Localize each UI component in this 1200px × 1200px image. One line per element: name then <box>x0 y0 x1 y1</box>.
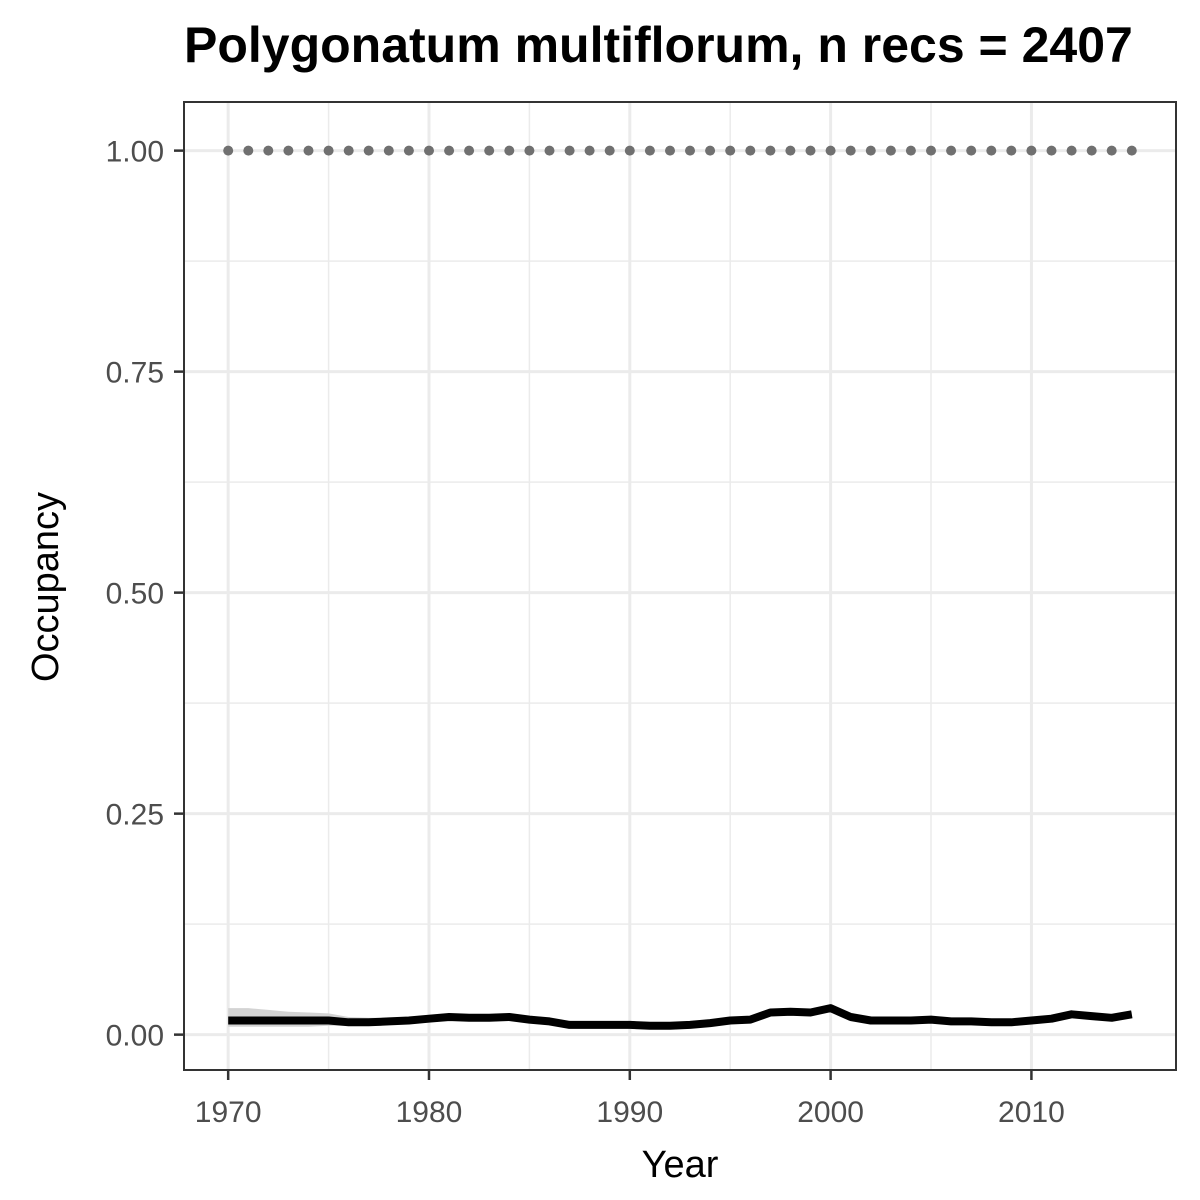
series-dot <box>946 145 957 156</box>
y-tick-label: 0.75 <box>106 357 164 390</box>
series-dot <box>644 145 655 156</box>
y-tick-label: 0.50 <box>106 578 164 611</box>
series-dot <box>905 145 916 156</box>
x-axis-title: Year <box>642 1144 719 1186</box>
series-dot <box>825 145 836 156</box>
series-dot <box>1026 145 1037 156</box>
series-dot <box>544 145 555 156</box>
series-dot <box>745 145 756 156</box>
series-dot <box>665 145 675 156</box>
dotted-series <box>223 145 1137 156</box>
series-dot <box>303 145 314 156</box>
series-dot <box>323 145 334 156</box>
series-dot <box>444 145 455 156</box>
plot-panel <box>183 101 1177 1071</box>
series-dot <box>1046 145 1057 156</box>
series-dot <box>1006 145 1017 156</box>
x-tick-label: 1980 <box>396 1096 463 1129</box>
x-tick-label: 2010 <box>998 1096 1065 1129</box>
y-tick-label: 1.00 <box>106 136 164 169</box>
panel-border <box>183 101 1177 1071</box>
series-dot <box>584 145 595 156</box>
series-dot <box>564 145 575 156</box>
x-axis: 1970 1980 1990 2000 2010 <box>195 1070 1065 1129</box>
x-tick-label: 1990 <box>596 1096 663 1129</box>
series-dot <box>1126 145 1137 156</box>
series-dot <box>403 145 414 156</box>
series-dot <box>383 145 394 156</box>
series-dot <box>865 145 876 156</box>
series-dot <box>725 145 736 156</box>
series-dot <box>1066 145 1077 156</box>
series-dot <box>685 145 695 156</box>
series-dot <box>363 145 374 156</box>
series-dot <box>223 145 234 156</box>
series-dot <box>343 145 354 156</box>
minor-gridlines <box>184 102 1176 1070</box>
series-dot <box>966 145 977 156</box>
series-dot <box>705 145 716 156</box>
y-tick-label: 0.25 <box>106 799 164 832</box>
series-dot <box>484 145 495 156</box>
series-dot <box>805 145 816 156</box>
series-dot <box>243 145 254 156</box>
series-dot <box>765 145 776 156</box>
series-dot <box>1086 145 1097 156</box>
panel-background <box>184 102 1176 1070</box>
series-dot <box>604 145 615 156</box>
series-dot <box>524 145 535 156</box>
series-dot <box>1106 145 1117 156</box>
series-dot <box>424 145 434 156</box>
series-dot <box>283 145 294 156</box>
x-tick-label: 1970 <box>195 1096 262 1129</box>
series-dot <box>263 145 274 156</box>
series-dot <box>785 145 796 156</box>
chart-title: Polygonatum multiflorum, n recs = 2407 <box>184 17 1133 73</box>
series-dot <box>464 145 475 156</box>
series-dot <box>624 145 635 156</box>
y-axis-title: Occupancy <box>25 492 67 682</box>
x-tick-label: 2000 <box>797 1096 864 1129</box>
y-axis: 0.00 0.25 0.50 0.75 1.00 <box>106 136 184 1053</box>
occupancy-trend-line <box>228 1004 1133 1030</box>
y-tick-label: 0.00 <box>106 1020 164 1053</box>
series-dot <box>986 145 997 156</box>
series-dot <box>926 145 936 156</box>
series-dot <box>885 145 896 156</box>
series-dot <box>504 145 515 156</box>
series-dot <box>845 145 856 156</box>
